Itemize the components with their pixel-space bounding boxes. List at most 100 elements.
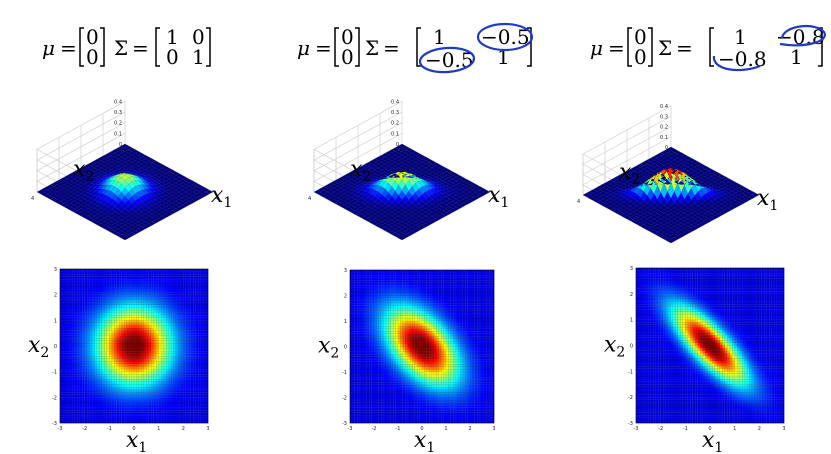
heatmap-cell	[203, 412, 206, 416]
heatmap-cell	[180, 299, 184, 303]
heatmap-cell	[203, 335, 206, 339]
heatmap-cell	[104, 392, 107, 395]
heatmap-cell	[180, 276, 184, 280]
heatmap-cell	[195, 312, 199, 316]
heatmap-cell	[185, 404, 189, 408]
heatmap-cell	[193, 335, 196, 339]
heatmap-cell	[146, 381, 149, 385]
heatmap-cell	[64, 281, 68, 285]
heatmap-cell	[136, 387, 140, 390]
heatmap-cell	[193, 268, 196, 272]
heatmap-cell	[148, 394, 152, 398]
heatmap-cell	[156, 379, 159, 383]
heatmap-cell	[114, 325, 117, 329]
heatmap-cell	[158, 381, 162, 385]
heatmap-cell	[168, 384, 172, 388]
heatmap-cell	[84, 407, 88, 411]
heatmap-cell	[72, 304, 75, 308]
heatmap-cell	[89, 330, 93, 334]
heatmap-cell	[146, 330, 149, 334]
heatmap-cell	[136, 335, 140, 339]
heatmap-cell	[151, 397, 154, 401]
heatmap-cell	[203, 399, 206, 403]
heatmap-cell	[129, 348, 132, 352]
heatmap-cell	[104, 376, 107, 380]
heatmap-cell	[156, 343, 159, 347]
heatmap-cell	[124, 404, 127, 408]
heatmap-cell	[168, 379, 172, 383]
heatmap-cell	[87, 276, 90, 280]
heatmap-cell	[114, 376, 117, 380]
heatmap-cell	[170, 286, 174, 290]
heatmap-cell	[136, 371, 140, 375]
heatmap-cell	[170, 412, 174, 416]
heatmap-cell	[180, 402, 184, 406]
heatmap-cell	[94, 363, 98, 367]
heatmap-cell	[64, 312, 68, 316]
heatmap-cell	[168, 351, 172, 354]
heatmap-cell	[173, 420, 177, 424]
heatmap-cell	[190, 297, 194, 300]
heatmap-cell	[161, 379, 164, 383]
heatmap-cell	[131, 297, 135, 300]
heatmap-cell	[153, 397, 157, 401]
heatmap-cell	[178, 389, 181, 393]
heatmap-cell	[94, 371, 98, 375]
heatmap-cell	[104, 410, 107, 413]
heatmap-cell	[200, 335, 204, 339]
heatmap-cell	[131, 312, 135, 316]
heatmap-cell	[180, 410, 184, 413]
heatmap-cell	[59, 276, 63, 280]
heatmap-cell	[104, 402, 107, 406]
heatmap-cell	[72, 410, 75, 413]
heatmap-cell	[67, 335, 70, 339]
heatmap-cell	[143, 369, 147, 372]
heatmap-cell	[138, 343, 142, 347]
heatmap-cell	[133, 343, 137, 347]
heatmap-cell	[74, 363, 78, 367]
heatmap-cell	[114, 294, 117, 298]
heatmap-cell	[124, 274, 127, 277]
heatmap-cell	[96, 351, 100, 354]
heatmap-cell	[92, 389, 95, 393]
heatmap-cell	[67, 387, 70, 390]
heatmap-cell	[89, 387, 93, 390]
heatmap-cell	[153, 315, 157, 318]
heatmap-cell	[111, 286, 115, 290]
heatmap-cell	[170, 353, 174, 357]
heatmap-cell	[129, 397, 132, 401]
heatmap-cell	[124, 317, 127, 321]
heatmap-cell	[151, 320, 154, 324]
heatmap-cell	[133, 330, 137, 334]
heatmap-cell	[195, 392, 199, 395]
x2-tick-label: -2	[97, 160, 102, 166]
heatmap-cell	[168, 397, 172, 401]
heatmap-cell	[153, 297, 157, 300]
heatmap-cell	[62, 412, 66, 416]
heatmap-cell	[116, 333, 120, 336]
heatmap-cell	[101, 404, 105, 408]
heatmap-cell	[62, 297, 66, 300]
heatmap-cell	[111, 389, 115, 393]
heatmap-cell	[59, 304, 63, 308]
heatmap-cell	[178, 289, 181, 293]
heatmap-cell	[87, 304, 90, 308]
heatmap-cell	[72, 289, 75, 293]
heatmap-cell	[89, 381, 93, 385]
heatmap-cell	[136, 315, 140, 318]
heatmap-cell	[67, 276, 70, 280]
heatmap-cell	[141, 381, 144, 385]
heatmap-cell	[175, 320, 179, 324]
heatmap-cell	[183, 284, 186, 288]
heatmap-cell	[200, 397, 204, 401]
heatmap-cell	[156, 348, 159, 352]
heatmap-cell	[188, 402, 191, 406]
heatmap-cell	[129, 371, 132, 375]
heatmap-cell	[151, 361, 154, 365]
heatmap-cell	[141, 356, 144, 359]
heatmap-cell	[156, 363, 159, 367]
heatmap-cell	[69, 289, 73, 293]
heatmap-cell	[116, 402, 120, 406]
heatmap-cell	[111, 415, 115, 418]
heatmap-cell	[116, 420, 120, 424]
